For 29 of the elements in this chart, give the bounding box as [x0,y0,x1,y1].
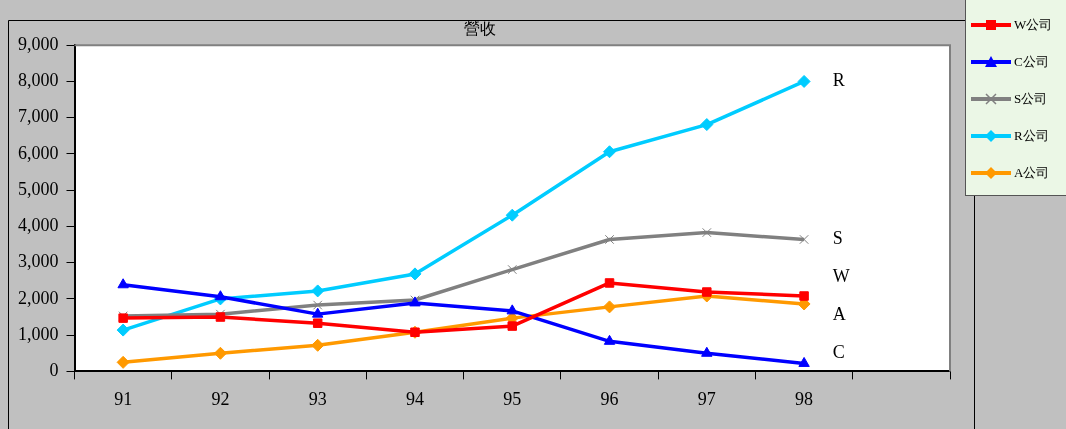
y-tick-label: 1,000 [18,323,59,344]
legend-label: C公司 [1014,52,1049,71]
legend-label: R公司 [1014,126,1049,145]
legend-label: S公司 [1014,89,1048,108]
y-tick-label: 0 [49,360,59,381]
y-tick-label: 9,000 [18,33,59,54]
x-tick-label: 95 [503,388,522,409]
legend-label: A公司 [1014,163,1050,182]
y-tick-label: 5,000 [18,178,59,199]
x-tick-label: 91 [114,388,133,409]
x-tick-label: 98 [795,388,814,409]
y-tick-label: 6,000 [18,142,59,163]
y-tick-label: 7,000 [18,106,59,127]
y-tick-label: 2,000 [18,287,59,308]
annotation: W [832,266,850,287]
annotation: R [832,70,845,91]
y-tick-label: 8,000 [18,70,59,91]
y-tick-label: 3,000 [18,251,59,272]
x-tick-label: 96 [600,388,619,409]
x-tick-label: 92 [211,388,230,409]
annotation: C [832,342,845,363]
annotation: S [832,228,843,249]
annotation: A [832,304,846,325]
x-tick-label: 97 [697,388,716,409]
legend-label: W公司 [1014,15,1053,34]
x-tick-label: 94 [405,388,424,409]
x-tick-label: 93 [308,388,327,409]
y-tick-label: 4,000 [18,215,59,236]
chart-title: 營收 [464,19,496,37]
